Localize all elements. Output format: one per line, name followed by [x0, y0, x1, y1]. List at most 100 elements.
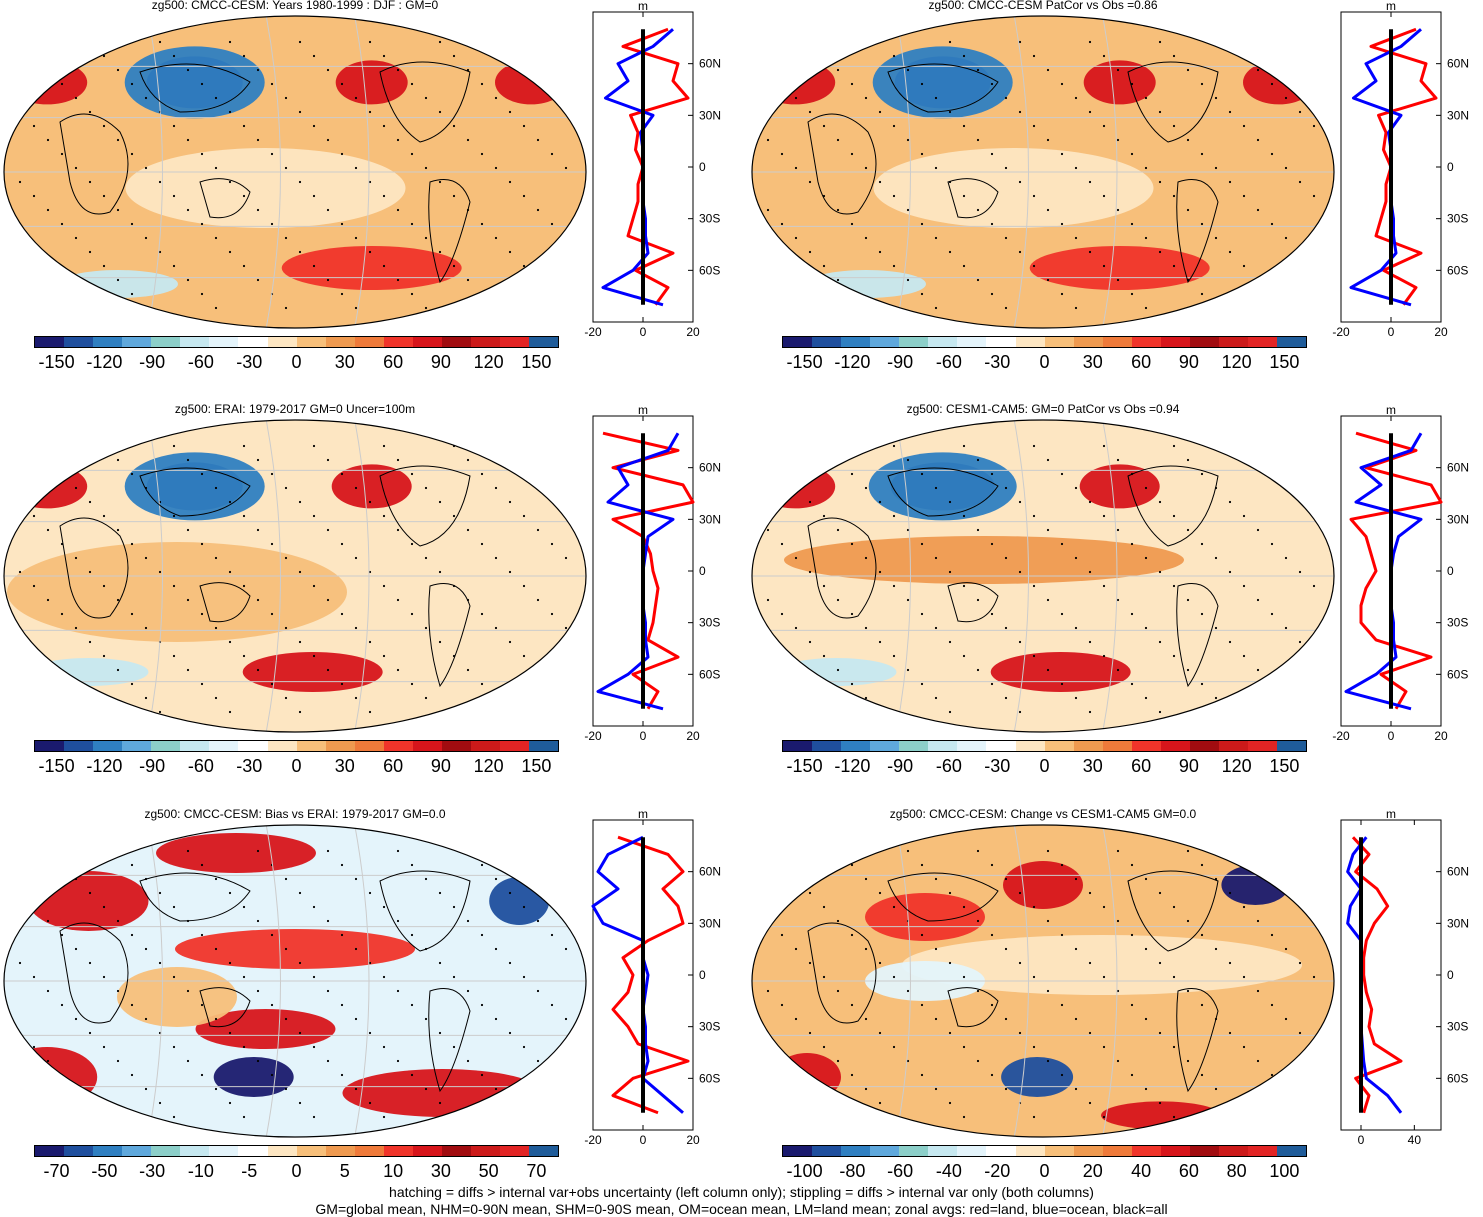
- stipple-dot: [214, 96, 218, 100]
- stipple-dot: [1256, 1059, 1260, 1063]
- zonal-line-ocean: [601, 28, 674, 307]
- stipple-dot: [1074, 236, 1078, 240]
- stipple-dot: [1004, 696, 1008, 700]
- stipple-dot: [822, 444, 826, 448]
- coastline: [59, 113, 129, 215]
- stipple-dot: [1270, 682, 1274, 686]
- stipple-dot: [836, 208, 840, 212]
- stipple-dot: [878, 110, 882, 114]
- stipple-dot: [1130, 863, 1134, 867]
- stipple-dot: [962, 654, 966, 658]
- stipple-dot: [116, 208, 120, 212]
- stipple-dot: [836, 849, 840, 853]
- stipple-dot: [1004, 166, 1008, 170]
- zonal-mean-plot: m 60N 30N 0 30S 60S -20 0 20: [584, 807, 721, 1147]
- lat-tick-label: 30S: [699, 212, 720, 226]
- colorbar-label: 120: [473, 756, 504, 776]
- stipple-dot: [312, 905, 316, 909]
- stipple-dot: [46, 278, 50, 282]
- stipple-dot: [766, 208, 770, 212]
- stipple-dot: [1130, 933, 1134, 937]
- stipple-dot: [934, 486, 938, 490]
- stipple-dot: [382, 194, 386, 198]
- stipple-dot: [1130, 682, 1134, 686]
- stipple-dot: [1158, 250, 1162, 254]
- stipple-dot: [1116, 668, 1120, 672]
- stipple-dot: [1060, 82, 1064, 86]
- stipple-dot: [976, 849, 980, 853]
- stipple-dot: [452, 1045, 456, 1049]
- colorbar-label: 90: [430, 756, 451, 776]
- stipple-dot: [1158, 570, 1162, 574]
- stipple-dot: [780, 1003, 784, 1007]
- stipple-dot: [494, 96, 498, 100]
- stipple-dot: [878, 250, 882, 254]
- stipple-dot: [368, 1031, 372, 1035]
- stipple-dot: [494, 556, 498, 560]
- stipple-dot: [382, 444, 386, 448]
- stipple-dot: [920, 82, 924, 86]
- stipple-dot: [186, 989, 190, 993]
- stipple-dot: [480, 933, 484, 937]
- lat-tick-label: 0: [1447, 160, 1454, 174]
- colorbar-label: -120: [834, 756, 871, 776]
- colorbar-swatch: [500, 741, 530, 751]
- stipple-dot: [1256, 668, 1260, 672]
- stipple-dot: [836, 989, 840, 993]
- stipple-dot: [780, 542, 784, 546]
- stipple-dot: [508, 640, 512, 644]
- stipple-dot: [564, 556, 568, 560]
- colorbar-label: -60: [887, 1161, 914, 1181]
- anomaly-contour: [124, 46, 265, 119]
- stipple-dot: [878, 1101, 882, 1105]
- stipple-dot: [172, 1045, 176, 1049]
- stipple-dot: [284, 556, 288, 560]
- stipple-dot: [466, 1059, 470, 1063]
- stipple-dot: [396, 528, 400, 532]
- anomaly-contour: [1001, 1057, 1074, 1097]
- stipple-dot: [1256, 278, 1260, 282]
- stipple-dot: [424, 556, 428, 560]
- stipple-dot: [564, 1017, 568, 1021]
- stipple-dot: [186, 278, 190, 282]
- stipple-dot: [242, 975, 246, 979]
- coastline: [199, 582, 251, 623]
- stipple-dot: [1130, 1003, 1134, 1007]
- stipple-dot: [1298, 961, 1302, 965]
- stipple-dot: [1298, 570, 1302, 574]
- stipple-dot: [88, 710, 92, 714]
- stipple-dot: [410, 82, 414, 86]
- stipple-dot: [88, 40, 92, 44]
- stipple-dot: [1186, 68, 1190, 72]
- colorbar-swatch: [267, 741, 297, 751]
- colorbar-label: 150: [1269, 352, 1300, 372]
- stipple-dot: [382, 264, 386, 268]
- stipple-dot: [508, 1031, 512, 1035]
- stipple-dot: [46, 528, 50, 532]
- stipple-dot: [480, 863, 484, 867]
- stipple-dot: [326, 989, 330, 993]
- stipple-dot: [878, 891, 882, 895]
- stipple-dot: [158, 961, 162, 965]
- colorbar: [34, 336, 559, 348]
- colorbar-swatch: [209, 337, 239, 347]
- stipple-dot: [508, 250, 512, 254]
- stipple-dot: [60, 222, 64, 226]
- stipple-dot: [522, 905, 526, 909]
- stipple-dot: [1242, 584, 1246, 588]
- colorbar-label: -150: [38, 756, 75, 776]
- x-tick-label: -20: [584, 325, 602, 339]
- stipple-dot: [1102, 975, 1106, 979]
- stipple-dot: [962, 1115, 966, 1119]
- stipple-dot: [1046, 458, 1050, 462]
- stipple-dot: [158, 180, 162, 184]
- stipple-dot: [494, 306, 498, 310]
- stipple-dot: [1032, 654, 1036, 658]
- stipple-dot: [130, 1003, 134, 1007]
- stipple-dot: [144, 947, 148, 951]
- colorbar-swatch: [1073, 1146, 1103, 1156]
- stipple-dot: [892, 975, 896, 979]
- stipple-dot: [186, 528, 190, 532]
- colorbar-label: 0: [1039, 1161, 1050, 1181]
- stipple-dot: [1186, 919, 1190, 923]
